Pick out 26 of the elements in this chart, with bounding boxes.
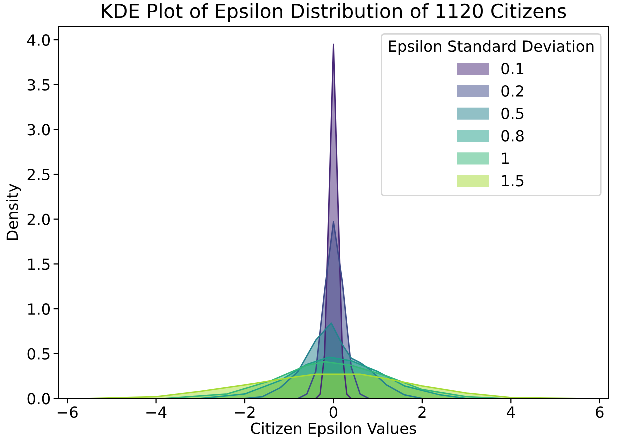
x-axis-title: Citizen Epsilon Values [251,422,416,438]
y-tick-label: 1.5 [28,258,50,270]
x-tick-label: 6 [596,406,604,418]
y-tick-label: 0.0 [28,393,50,405]
y-tick-label: 3.5 [28,79,50,91]
legend-label: 0.5 [502,108,524,120]
x-tick-label: 0 [330,406,338,418]
y-tick-label: 2.0 [28,214,50,226]
x-tick-label: −2 [235,406,255,418]
legend-label: 1.5 [502,175,524,187]
x-tick-label: −4 [146,406,167,418]
y-tick-label: 0.5 [28,348,50,360]
y-axis-title: Density [6,184,22,240]
legend-title: Epsilon Standard Deviation [389,40,594,56]
y-tick-label: 1.0 [28,304,50,316]
legend-label: 0.2 [502,85,524,98]
chart-title: KDE Plot of Epsilon Distribution of 1120 Citizens [102,3,566,22]
y-tick-label: 2.5 [28,168,50,181]
legend-label: 0.1 [502,63,524,75]
legend-label: 0.8 [502,130,524,142]
x-tick-label: 4 [507,406,516,418]
y-tick-label: 4.0 [28,34,50,46]
y-tick-label: 3.0 [28,124,50,136]
x-tick-label: −6 [58,406,78,418]
x-tick-label: 2 [418,406,426,418]
legend-label: 1 [502,152,509,164]
